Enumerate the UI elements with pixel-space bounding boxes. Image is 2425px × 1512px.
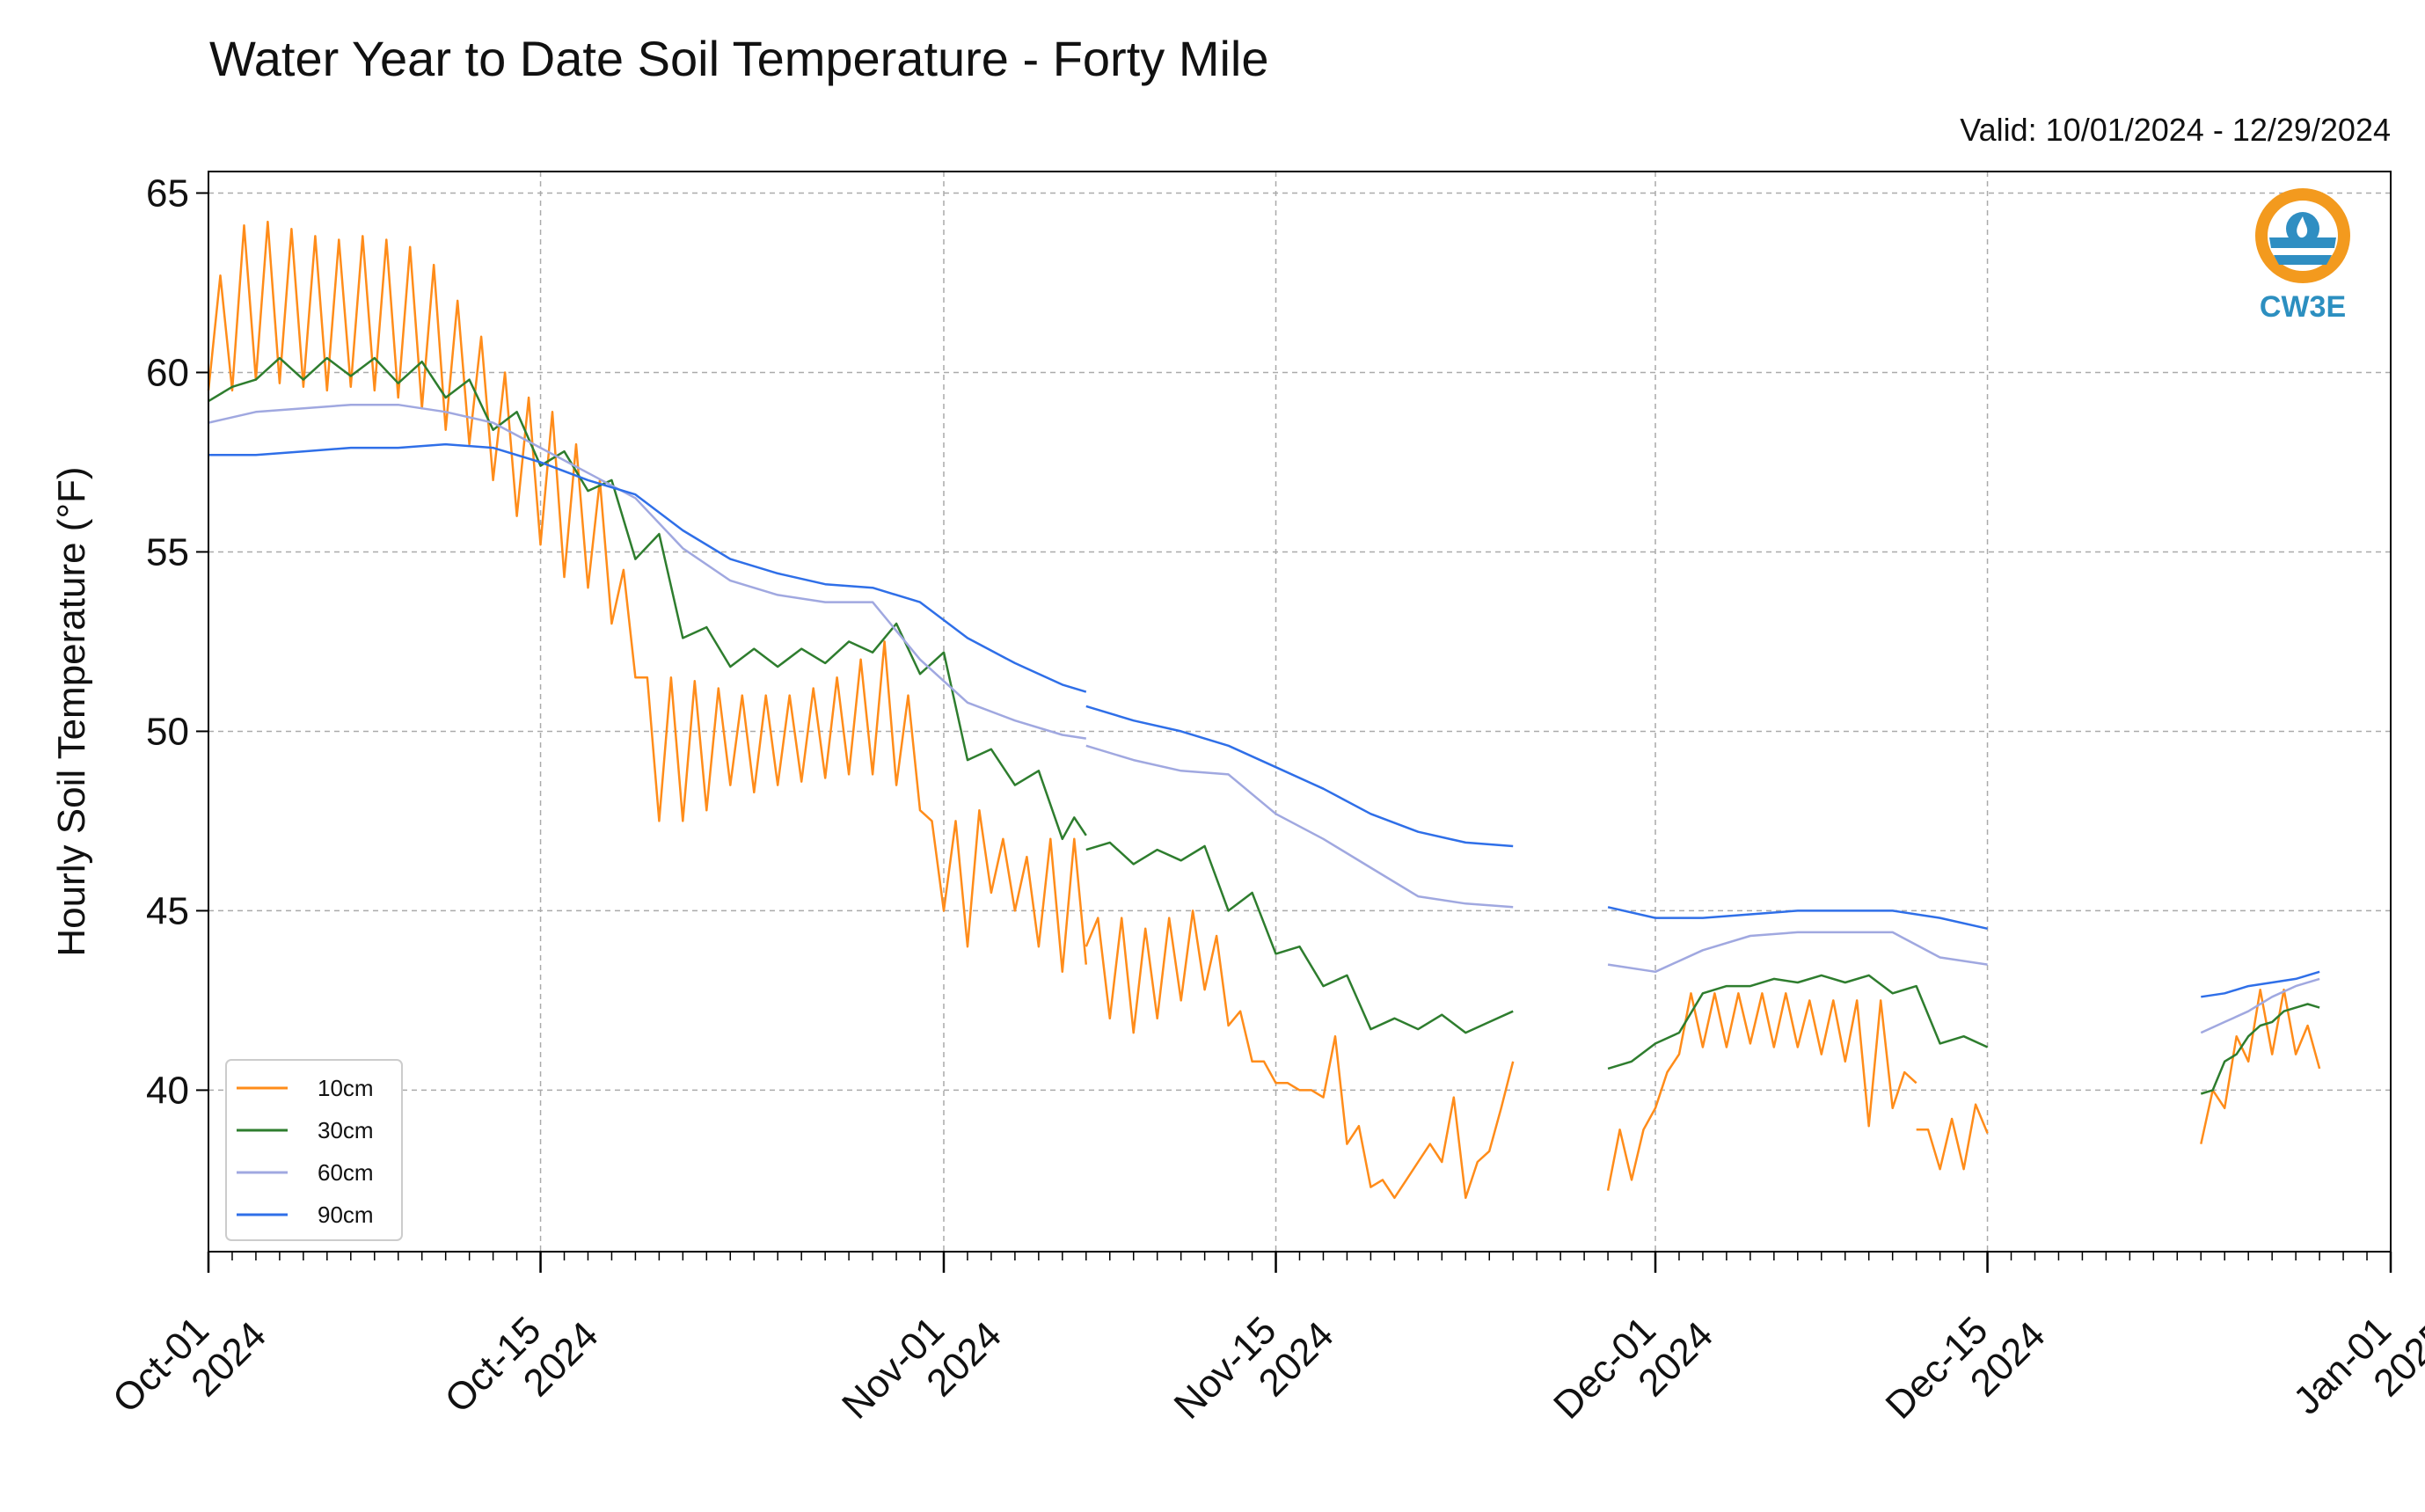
- series-line-10cm: [1916, 1103, 1989, 1171]
- series-line-30cm: [1607, 974, 1989, 1070]
- y-tick-label: 65: [146, 172, 189, 215]
- series-line-60cm: [1607, 931, 1988, 974]
- logo-drop-highlight: [2297, 216, 2308, 238]
- series-30cm: [208, 356, 2320, 1095]
- series-line-10cm: [1085, 909, 1515, 1200]
- x-tick-label: Oct-152024: [437, 1282, 607, 1452]
- y-axis: 40 45 50 55 60 65: [146, 172, 208, 1112]
- series-line-30cm: [1085, 841, 1514, 1034]
- x-tick-label: Nov-012024: [834, 1282, 1010, 1458]
- x-tick-label: Oct-012024: [105, 1282, 274, 1452]
- legend-label-60cm: 60cm: [318, 1159, 374, 1186]
- plot-lines: [207, 220, 2321, 1200]
- series-90cm: [208, 442, 2320, 998]
- legend-label-90cm: 90cm: [318, 1202, 374, 1228]
- x-axis: Oct-012024 Oct-152024 Nov-012024 Nov-152024…: [105, 1252, 2425, 1458]
- series-line-10cm: [207, 220, 1088, 974]
- chart-title: Water Year to Date Soil Temperature - Fo…: [209, 31, 1269, 86]
- series-line-60cm: [208, 403, 1086, 740]
- cw3e-logo: CW3E: [2255, 188, 2350, 324]
- series-line-90cm: [2201, 970, 2320, 998]
- series-line-90cm: [208, 442, 1087, 693]
- y-axis-label: Hourly Soil Temperature (°F): [50, 466, 93, 956]
- chart-subtitle: Valid: 10/01/2024 - 12/29/2024: [1960, 112, 2391, 148]
- legend: 10cm 30cm 60cm 90cm: [225, 1059, 403, 1241]
- series-line-10cm: [1606, 992, 1917, 1191]
- series-line-60cm: [2200, 977, 2320, 1034]
- series-line-90cm: [1085, 705, 1514, 848]
- legend-box: [225, 1059, 403, 1241]
- x-tick-label: Dec-012024: [1545, 1282, 1721, 1458]
- legend-label-30cm: 30cm: [318, 1117, 374, 1143]
- series-10cm: [207, 220, 2321, 1200]
- y-tick-label: 45: [146, 889, 189, 932]
- series-line-10cm: [2200, 988, 2321, 1144]
- logo-waves-icon: [2269, 237, 2336, 265]
- series-60cm: [208, 403, 2320, 1034]
- y-tick-label: 55: [146, 530, 189, 573]
- x-tick-label: Nov-152024: [1166, 1282, 1342, 1458]
- y-tick-label: 40: [146, 1069, 189, 1112]
- logo-text: CW3E: [2260, 290, 2346, 324]
- y-tick-label: 60: [146, 351, 189, 394]
- x-tick-label: Dec-152024: [1878, 1282, 2054, 1458]
- y-tick-label: 50: [146, 710, 189, 753]
- legend-label-10cm: 10cm: [318, 1075, 374, 1101]
- x-tick-label: Jan-012025: [2285, 1282, 2425, 1454]
- series-line-60cm: [1085, 744, 1514, 909]
- series-line-30cm: [2200, 1003, 2320, 1095]
- series-line-90cm: [1607, 906, 1988, 931]
- series-line-30cm: [208, 356, 1087, 841]
